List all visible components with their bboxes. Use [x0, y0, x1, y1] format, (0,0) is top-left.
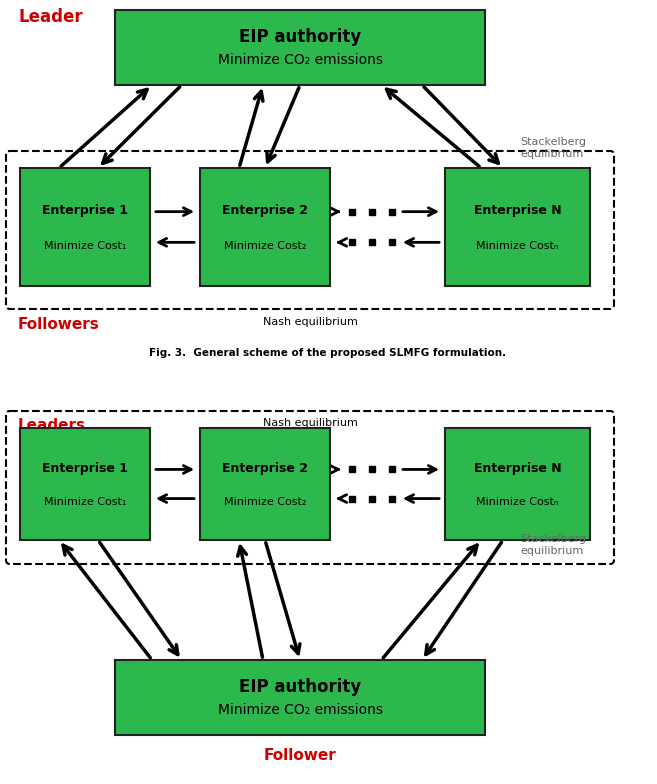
Text: Enterprise 1: Enterprise 1: [42, 462, 128, 475]
Text: Enterprise 1: Enterprise 1: [42, 204, 128, 217]
Text: Stackelberg
equilibrium: Stackelberg equilibrium: [520, 137, 586, 159]
FancyBboxPatch shape: [20, 168, 150, 286]
Text: Enterprise 2: Enterprise 2: [222, 204, 308, 217]
Text: Fig. 3.  General scheme of the proposed SLMFG formulation.: Fig. 3. General scheme of the proposed S…: [149, 348, 507, 358]
FancyBboxPatch shape: [445, 168, 590, 286]
Text: Minimize Costₙ: Minimize Costₙ: [476, 241, 558, 251]
Text: Minimize Cost₂: Minimize Cost₂: [224, 497, 306, 507]
Text: Enterprise N: Enterprise N: [474, 204, 561, 217]
Text: Minimize CO₂ emissions: Minimize CO₂ emissions: [217, 702, 382, 717]
Text: Minimize Cost₁: Minimize Cost₁: [44, 497, 126, 507]
Text: Follower: Follower: [263, 748, 336, 763]
FancyBboxPatch shape: [6, 151, 614, 309]
Text: Enterprise 2: Enterprise 2: [222, 462, 308, 475]
Text: Followers: Followers: [18, 317, 100, 332]
FancyBboxPatch shape: [20, 428, 150, 540]
Text: Minimize Cost₂: Minimize Cost₂: [224, 241, 306, 251]
Text: Leader: Leader: [18, 8, 83, 26]
FancyBboxPatch shape: [115, 10, 485, 85]
FancyBboxPatch shape: [445, 428, 590, 540]
Text: Enterprise N: Enterprise N: [474, 462, 561, 475]
Text: Minimize Costₙ: Minimize Costₙ: [476, 497, 558, 507]
FancyBboxPatch shape: [200, 168, 330, 286]
Text: Nash equilibrium: Nash equilibrium: [263, 317, 357, 327]
Text: Stackelberg
equilibrium: Stackelberg equilibrium: [520, 534, 586, 556]
FancyBboxPatch shape: [6, 411, 614, 564]
Text: Minimize Cost₁: Minimize Cost₁: [44, 241, 126, 251]
FancyBboxPatch shape: [115, 660, 485, 735]
Text: Minimize CO₂ emissions: Minimize CO₂ emissions: [217, 53, 382, 67]
Text: EIP authority: EIP authority: [239, 28, 361, 46]
Text: Nash equilibrium: Nash equilibrium: [263, 418, 357, 428]
Text: EIP authority: EIP authority: [239, 678, 361, 696]
FancyBboxPatch shape: [200, 428, 330, 540]
Text: Leaders: Leaders: [18, 418, 86, 433]
